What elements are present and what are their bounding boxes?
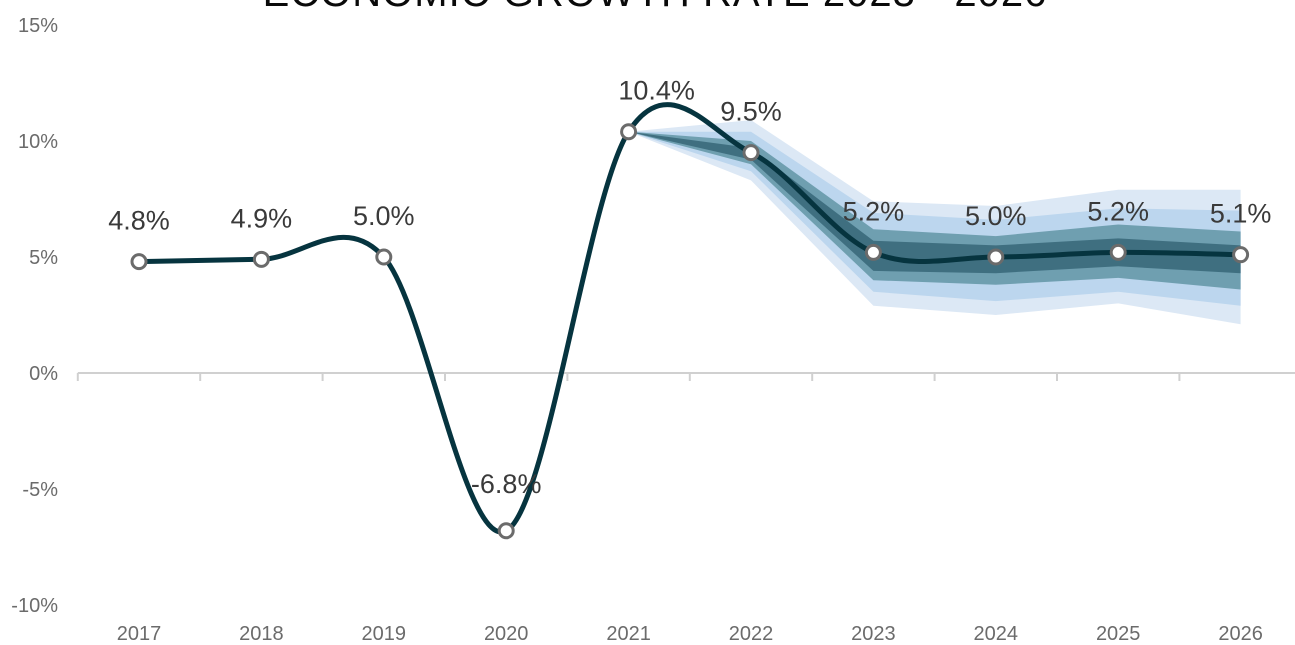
data-label: 4.9% (231, 203, 293, 233)
y-tick-label: -5% (22, 479, 58, 501)
data-label: 4.8% (108, 206, 170, 236)
data-point (742, 144, 760, 162)
data-point (252, 250, 270, 268)
x-tick-label: 2018 (239, 623, 284, 645)
data-label: 9.5% (720, 97, 782, 127)
x-tick-label: 2023 (851, 623, 896, 645)
x-tick-label: 2021 (606, 623, 651, 645)
data-label: 5.2% (1087, 196, 1149, 226)
y-tick-label: 5% (29, 247, 58, 269)
data-point (1232, 246, 1250, 264)
data-point (620, 123, 638, 141)
x-tick-label: 2026 (1218, 623, 1263, 645)
y-tick-label: 0% (29, 363, 58, 385)
x-tick-label: 2025 (1096, 623, 1141, 645)
data-point (497, 522, 515, 540)
chart-title: ECONOMIC GROWTH RATE 2023 - 2026 (263, 0, 1048, 15)
y-tick-label: 15% (18, 15, 58, 37)
data-point (130, 253, 148, 271)
fan-band-4 (628, 131, 1241, 274)
data-point (987, 248, 1005, 266)
data-label: 5.1% (1210, 199, 1272, 229)
data-label: 5.0% (965, 201, 1027, 231)
data-label: 5.2% (843, 196, 905, 226)
x-tick-label: 2017 (117, 623, 162, 645)
y-tick-label: -10% (11, 595, 58, 617)
x-axis-labels: 2017 2018 2019 2020 2021 2022 2023 2024 2025 2026 (117, 623, 1263, 645)
x-tick-label: 2019 (362, 623, 407, 645)
growth-rate-line (136, 102, 1244, 535)
y-tick-label: 10% (18, 131, 58, 153)
x-tick-label: 2022 (729, 623, 774, 645)
data-point (864, 243, 882, 261)
data-point (1109, 243, 1127, 261)
data-label: -6.8% (471, 469, 542, 499)
y-axis-ticks: 15% 10% 5% 0% -5% -10% (11, 15, 58, 617)
data-label: 10.4% (618, 76, 695, 106)
x-tick-label: 2020 (484, 623, 529, 645)
data-labels: 4.8% 4.9% 5.0% -6.8% 10.4% 9.5% 5.2% 5.0% 5.2% 5.… (108, 76, 1271, 499)
data-point (375, 248, 393, 266)
data-label: 5.0% (353, 201, 415, 231)
x-axis (76, 372, 1295, 381)
x-tick-label: 2024 (974, 623, 1019, 645)
data-point-markers (130, 123, 1250, 540)
